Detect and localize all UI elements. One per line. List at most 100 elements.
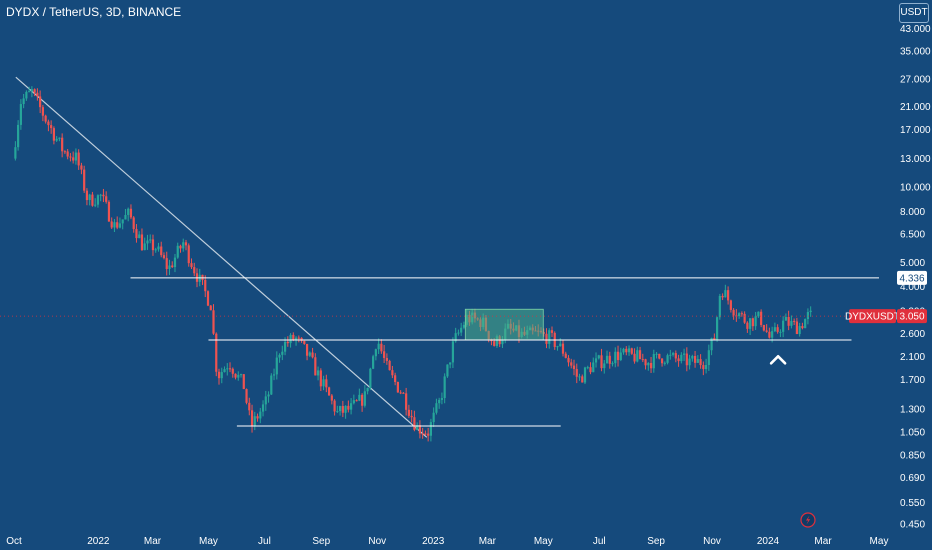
candle-body (396, 381, 399, 393)
candle-body (124, 214, 127, 220)
candle-body (77, 152, 80, 166)
candle-body (272, 374, 276, 376)
candle-body (424, 433, 427, 435)
candle-body (790, 320, 793, 326)
candle-body (641, 359, 644, 361)
y-tick-label: 0.450 (900, 520, 925, 531)
candle-body (611, 363, 614, 365)
candle-body (671, 353, 675, 355)
candle-body (63, 151, 67, 153)
candle-body (556, 346, 559, 348)
candle-body (294, 337, 298, 340)
candle-body (355, 400, 358, 402)
candle-body (727, 290, 730, 301)
x-tick-label: Oct (6, 536, 22, 547)
candle-body (193, 267, 196, 274)
candle-body (570, 362, 573, 366)
candle-body (361, 394, 364, 406)
candle-body (91, 194, 94, 206)
candle-body (605, 355, 609, 364)
candle-body (135, 229, 138, 239)
candle-body (633, 353, 636, 362)
candle-body (176, 245, 179, 258)
candle-body (19, 104, 22, 125)
candle-body (776, 327, 779, 332)
candle-body (237, 374, 240, 378)
candle-body (674, 353, 677, 359)
candle-body (253, 416, 256, 427)
candle-body (292, 334, 295, 340)
candle-body (85, 190, 89, 201)
candle-body (88, 194, 91, 201)
x-tick-label: Nov (368, 536, 386, 547)
candle-body (264, 396, 267, 405)
candle-body (567, 357, 570, 363)
candle-body (746, 322, 749, 329)
candle-body (187, 245, 190, 264)
candle-body (350, 403, 353, 410)
candle-body (314, 357, 317, 376)
candle-body (336, 411, 339, 413)
candle-body (289, 334, 292, 344)
candle-body (234, 373, 237, 378)
candle-body (129, 208, 133, 218)
y-tick-label: 2.600 (900, 329, 925, 340)
candle-body (72, 157, 75, 161)
candle-body (586, 367, 589, 369)
candle-body (223, 369, 226, 373)
x-tick-label: 2022 (87, 536, 110, 547)
candle-body (682, 353, 686, 355)
candle-body (162, 255, 166, 259)
candle-body (699, 359, 702, 366)
trendline-layer (15, 76, 428, 438)
candle-body (795, 321, 799, 335)
candle-body (74, 152, 78, 161)
candle-body (110, 221, 113, 228)
candle-body (341, 406, 344, 413)
candle-body (44, 115, 47, 122)
candle-body (416, 425, 419, 430)
candle-body (358, 394, 361, 401)
candle-body (61, 137, 64, 152)
candle-body (427, 433, 430, 436)
candle-body (647, 362, 650, 366)
y-tick-label: 13.000 (900, 154, 931, 165)
candle-body (738, 313, 741, 317)
candle-body (333, 400, 336, 412)
candle-body (58, 137, 61, 139)
current-price-tag (897, 309, 927, 324)
candle-body (256, 416, 259, 419)
candle-body (548, 330, 551, 344)
y-tick-label: 43.000 (900, 24, 931, 35)
candle-body (798, 326, 801, 335)
candle-body (138, 234, 141, 239)
candle-body (184, 242, 188, 246)
y-tick-label: 4.000 (900, 282, 925, 293)
x-tick-label: 2024 (757, 536, 780, 547)
candle-body (140, 234, 144, 251)
candle-body (30, 89, 33, 92)
candle-body (743, 313, 746, 323)
candle-body (446, 364, 449, 377)
x-tick-label: Sep (312, 536, 330, 547)
y-tick-label: 21.000 (900, 102, 931, 113)
candle-body (787, 316, 790, 326)
replay-icon[interactable] (800, 512, 816, 528)
x-tick-label: Sep (647, 536, 665, 547)
candle-body (435, 403, 438, 413)
candle-body (732, 309, 735, 316)
y-tick-label: 35.000 (900, 47, 931, 58)
candle-body (625, 348, 628, 353)
candle-body (652, 354, 655, 369)
candle-body (344, 405, 347, 413)
candle-body (402, 392, 405, 394)
candle-body (259, 411, 262, 419)
y-tick-label: 6.500 (900, 229, 925, 240)
candle-body (220, 372, 223, 379)
currency-unit-button[interactable]: USDT (899, 3, 929, 23)
candle-body (278, 354, 281, 358)
candle-body (25, 91, 28, 99)
candle-body (710, 338, 713, 351)
candle-body (589, 367, 592, 373)
